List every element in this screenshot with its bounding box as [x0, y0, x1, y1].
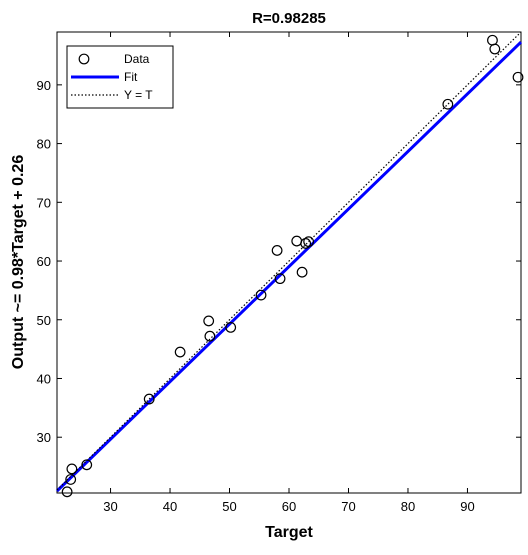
y-tick-label: 30 [37, 430, 51, 445]
x-tick-label: 60 [282, 499, 296, 514]
line-series [55, 31, 523, 493]
legend-label-fit: Fit [124, 70, 138, 84]
data-points [61, 34, 524, 498]
data-point [174, 346, 186, 358]
y-tick-label: 60 [37, 254, 51, 269]
data-point [255, 289, 267, 301]
legend-marker-data [78, 53, 90, 65]
data-point [65, 474, 77, 485]
data-point [225, 321, 237, 333]
data-point [512, 71, 524, 83]
legend-item-fit: Fit [71, 70, 138, 84]
legend: Data Fit Y = T [66, 45, 174, 109]
y-axis-label: Output ~= 0.98*Target + 0.26 [10, 155, 27, 370]
data-point [204, 330, 216, 342]
x-axis: 30 40 50 60 70 80 90 [103, 32, 475, 514]
legend-item-identity: Y = T [71, 88, 153, 102]
y-tick-label: 80 [37, 137, 51, 152]
y-axis: 30 40 50 60 70 80 90 [37, 78, 521, 445]
data-point [81, 459, 93, 471]
x-tick-label: 80 [401, 499, 415, 514]
x-tick-label: 50 [222, 499, 236, 514]
x-axis-label: Target [265, 524, 313, 541]
x-tick-label: 70 [341, 499, 355, 514]
identity-line [56, 31, 522, 491]
data-point [203, 315, 215, 327]
plot-area: 30 40 50 60 70 80 90 30 40 50 60 70 80 90 [37, 31, 524, 514]
data-point [271, 245, 283, 256]
data-point [303, 236, 315, 248]
y-tick-label: 40 [37, 371, 51, 386]
legend-label-data: Data [124, 52, 150, 66]
legend-label-identity: Y = T [124, 88, 153, 102]
y-tick-label: 70 [37, 195, 51, 210]
fit-line [55, 41, 523, 493]
data-point [296, 266, 308, 278]
chart-title: R=0.98285 [252, 10, 326, 27]
data-point [489, 43, 501, 55]
data-point [66, 463, 78, 475]
data-point [274, 273, 286, 285]
data-point [442, 98, 454, 110]
x-tick-label: 30 [103, 499, 117, 514]
y-tick-label: 50 [37, 313, 51, 328]
data-point [143, 393, 155, 405]
x-tick-label: 90 [460, 499, 474, 514]
x-tick-label: 40 [163, 499, 177, 514]
legend-item-data: Data [78, 52, 150, 66]
y-tick-label: 90 [37, 78, 51, 93]
data-point [61, 486, 73, 498]
